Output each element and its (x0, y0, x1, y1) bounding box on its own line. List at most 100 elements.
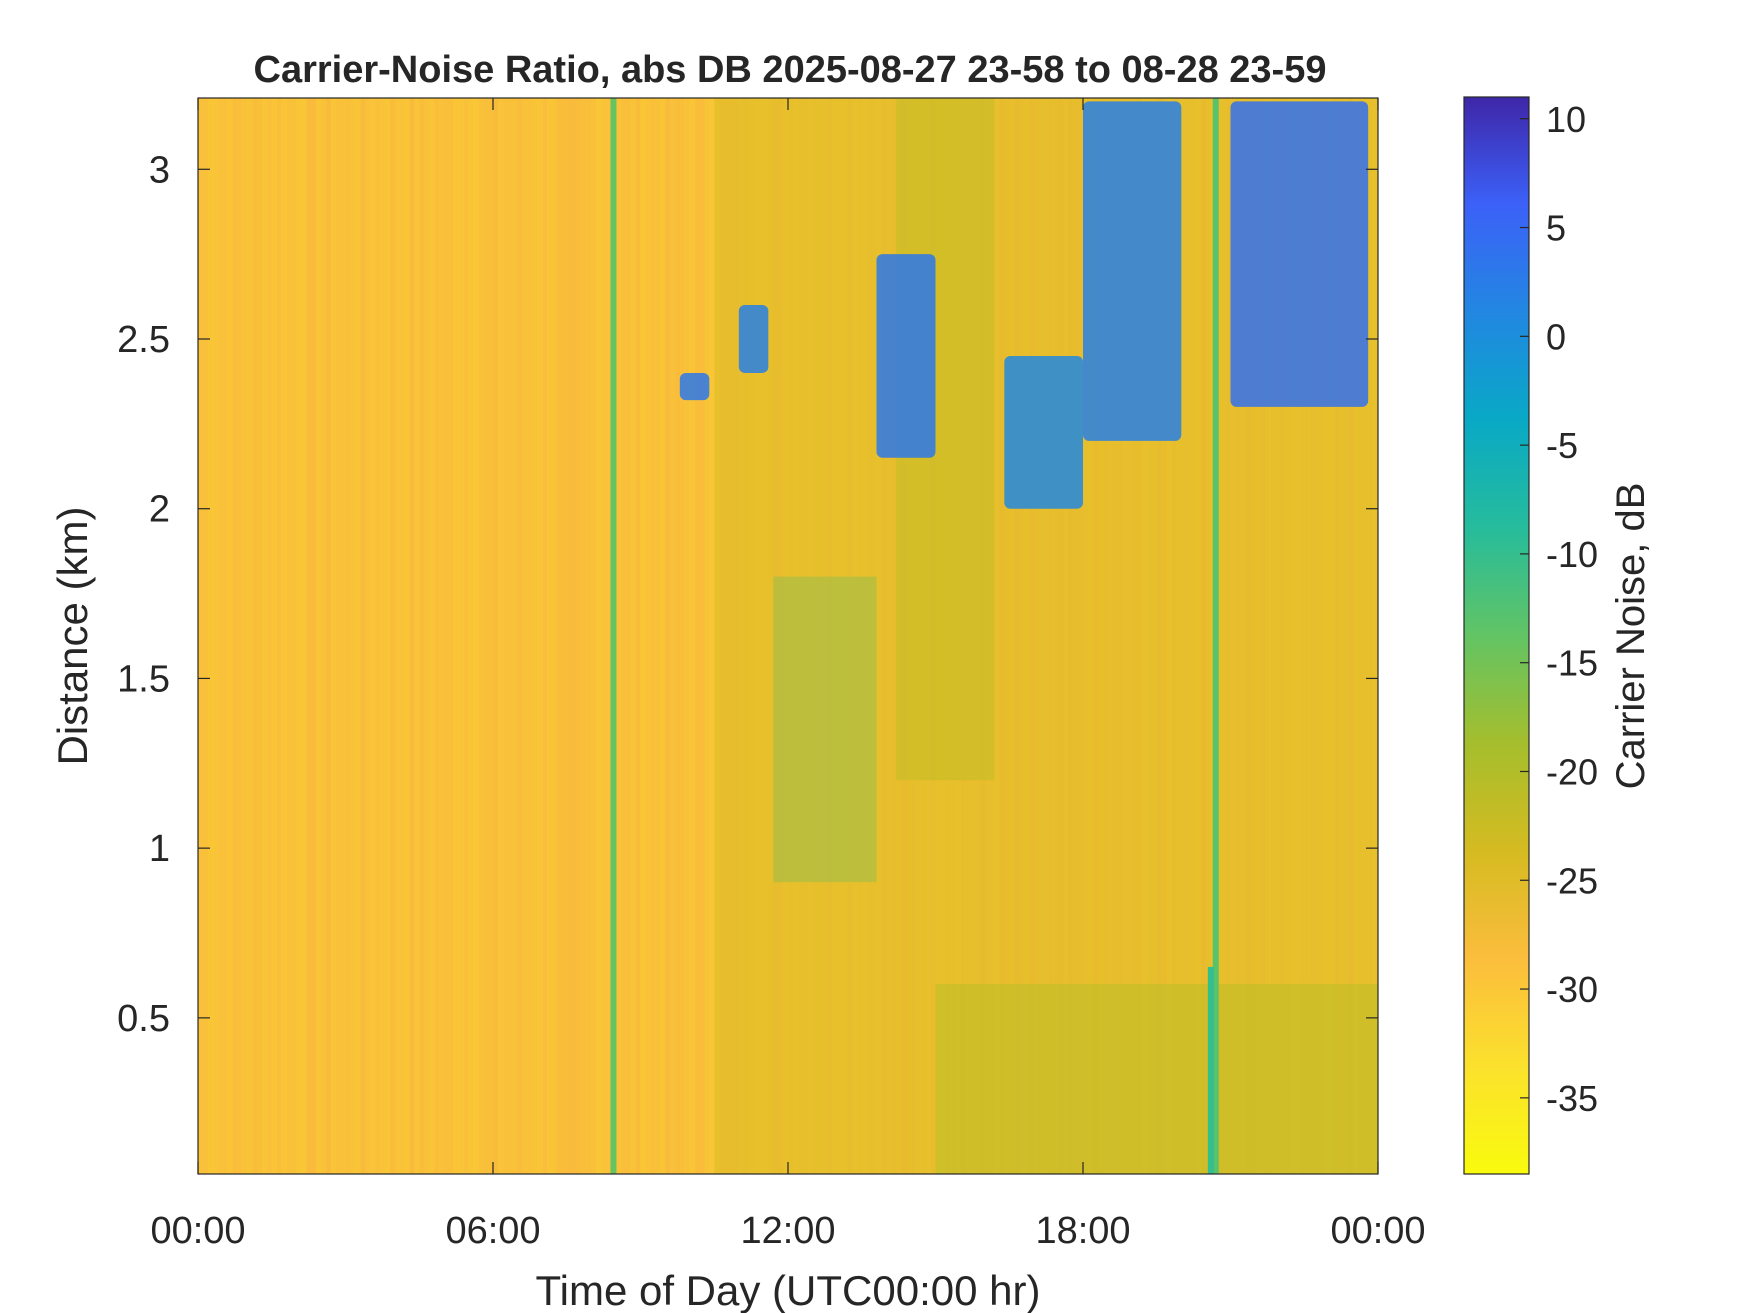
heatmap-column (414, 98, 420, 1174)
heatmap-column (325, 98, 332, 1174)
heatmap-blob (1230, 101, 1369, 407)
x-tick-label: 12:00 (740, 1210, 835, 1252)
heatmap-column (217, 98, 224, 1174)
heatmap-column (522, 98, 528, 1174)
heatmap-blob (1083, 101, 1182, 441)
heatmap-column (429, 98, 435, 1174)
heatmap-column (640, 98, 646, 1174)
heatmap-column (365, 98, 371, 1174)
heatmap-column (443, 98, 450, 1174)
heatmap-column (561, 98, 568, 1174)
heatmap-column (596, 98, 602, 1174)
heatmap-column (232, 98, 238, 1174)
heatmap-column (542, 98, 548, 1174)
heatmap-column (458, 98, 464, 1174)
heatmap-column (512, 98, 519, 1174)
heatmap-column (488, 98, 494, 1174)
heatmap-column (242, 98, 248, 1174)
colorbar-tick-label: -35 (1546, 1078, 1598, 1119)
y-axis-ticks: 0.5 1 1.5 2 2.5 3 (117, 149, 1378, 1040)
x-tick-label: 06:00 (445, 1210, 540, 1252)
heatmap-column (306, 98, 312, 1174)
heatmap-column (286, 98, 292, 1174)
heatmap-column (660, 98, 666, 1174)
y-tick-label: 0.5 (117, 998, 170, 1040)
heatmap-column (276, 98, 283, 1174)
heatmap-column (463, 98, 469, 1174)
heatmap-column (345, 98, 351, 1174)
heatmap-column (507, 98, 514, 1174)
heatmap-column (375, 98, 381, 1174)
heatmap-column (291, 98, 297, 1174)
x-tick-label: 18:00 (1035, 1210, 1130, 1252)
y-axis-label: Distance (km) (49, 506, 96, 765)
y-tick-label: 1.5 (117, 658, 170, 700)
heatmap-column (532, 98, 538, 1174)
colorbar-tick-label: -25 (1546, 860, 1598, 901)
heatmap-column (615, 98, 622, 1174)
heatmap-column (483, 98, 489, 1174)
heatmap-column (665, 98, 671, 1174)
colorbar-tick-label: -15 (1546, 643, 1598, 684)
heatmap-column (394, 98, 401, 1174)
heatmap-column (552, 98, 558, 1174)
heatmap-column (537, 98, 543, 1174)
heatmap-column (340, 98, 346, 1174)
heatmap-column (409, 98, 415, 1174)
heatmap-column (202, 98, 209, 1174)
heatmap-streak (610, 98, 617, 1174)
heatmap-column (379, 98, 386, 1174)
chart-title: Carrier-Noise Ratio, abs DB 2025-08-27 2… (254, 49, 1327, 91)
y-tick-label: 2.5 (117, 319, 170, 361)
heatmap (198, 98, 1378, 1174)
heatmap-column (517, 98, 523, 1174)
heatmap-region (935, 983, 1378, 1174)
heatmap-column (266, 98, 273, 1174)
heatmap-column (271, 98, 278, 1174)
heatmap-column (399, 98, 405, 1174)
colorbar-tick-label: -30 (1546, 969, 1598, 1010)
heatmap-column (586, 98, 592, 1174)
heatmap-column (670, 98, 676, 1174)
heatmap-column (650, 98, 656, 1174)
heatmap-column (281, 98, 287, 1174)
x-tick-label: 00:00 (1330, 1210, 1425, 1252)
heatmap-column (257, 98, 263, 1174)
heatmap-column (694, 98, 700, 1174)
heatmap-column (330, 98, 337, 1174)
heatmap-column (704, 98, 710, 1174)
heatmap-column (311, 98, 317, 1174)
heatmap-column (556, 98, 563, 1174)
heatmap-column (434, 98, 440, 1174)
heatmap-column (591, 98, 597, 1174)
heatmap-blob (679, 372, 710, 401)
heatmap-column (316, 98, 322, 1174)
heatmap-column (438, 98, 445, 1174)
heatmap-column (448, 98, 455, 1174)
heatmap-column (212, 98, 219, 1174)
heatmap-column (424, 98, 430, 1174)
heatmap-column (581, 98, 587, 1174)
heatmap-column (384, 98, 391, 1174)
heatmap-column (247, 98, 253, 1174)
heatmap-column (547, 98, 553, 1174)
colorbar-tick-label: -10 (1546, 534, 1598, 575)
heatmap-column (576, 98, 582, 1174)
heatmap-column (419, 98, 425, 1174)
y-tick-label: 1 (149, 828, 170, 870)
heatmap-column (689, 98, 696, 1174)
heatmap-blob (876, 254, 936, 458)
colorbar-label: Carrier Noise, dB (1609, 483, 1653, 790)
heatmap-column (620, 98, 627, 1174)
heatmap-column (404, 98, 410, 1174)
heatmap-column (360, 98, 366, 1174)
colorbar-tick-label: 0 (1546, 316, 1566, 357)
heatmap-column (527, 98, 533, 1174)
x-tick-label: 00:00 (150, 1210, 245, 1252)
heatmap-column (625, 98, 632, 1174)
heatmap-column (389, 98, 396, 1174)
heatmap-streak (1212, 98, 1219, 1174)
heatmap-column (601, 98, 607, 1174)
heatmap-column (296, 98, 302, 1174)
